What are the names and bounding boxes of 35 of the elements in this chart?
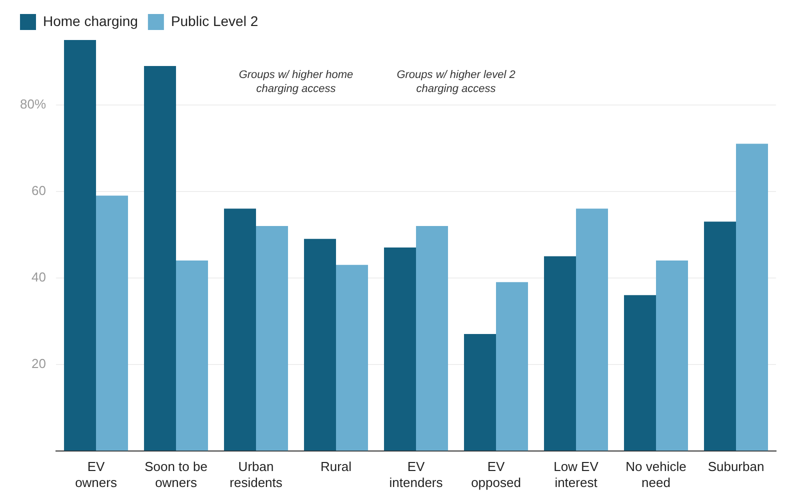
bar [464,334,496,451]
legend-label: Public Level 2 [170,12,258,29]
bar [736,144,768,451]
x-tick-label: Suburban [708,459,764,474]
bar [624,295,656,451]
bar [656,260,688,451]
bar [336,264,368,451]
bar [256,226,288,451]
x-tick-label: EV opposed [471,459,521,490]
x-tick-label: Urban residents [230,459,283,490]
y-tick-label: 20 [32,356,46,371]
bar [416,226,448,451]
annotation: Groups w/ higher level 2 charging access [396,69,516,96]
x-tick-label: EV owners [75,459,118,490]
bar [64,40,96,451]
y-tick-label: 60 [32,182,46,198]
x-tick-label: Rural [320,459,352,474]
x-tick-label: Low EV interest [554,459,599,490]
bar [96,196,128,451]
x-tick-label: No vehicle need [626,459,686,490]
y-tick-label: 40 [32,269,46,284]
x-tick-label: Soon to be owners [144,459,208,490]
bar [544,256,576,451]
legend-label: Home charging [43,12,138,29]
bar [176,260,208,451]
y-tick-label: 80% [20,96,46,112]
bar [496,282,528,451]
bar [704,222,736,451]
bar [304,238,336,451]
bar [576,208,608,451]
x-tick-label: EV intenders [389,459,444,490]
bar [144,66,176,451]
bar [224,208,256,451]
annotation: Groups w/ higher home charging access [238,69,354,96]
bar [384,248,416,451]
